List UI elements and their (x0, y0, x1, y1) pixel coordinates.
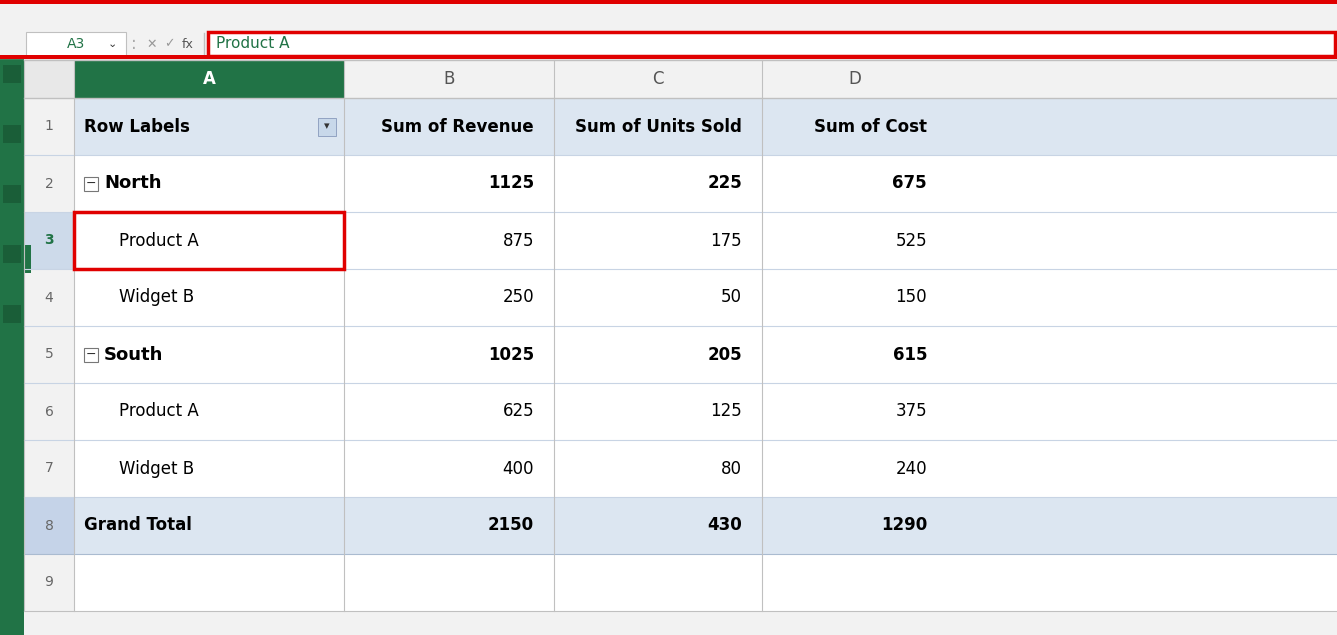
Text: 4: 4 (44, 290, 53, 305)
Text: A: A (203, 70, 215, 88)
Text: 1125: 1125 (488, 175, 533, 192)
Text: 1025: 1025 (488, 345, 533, 363)
Bar (0, 0, 1337, 30)
Text: 615: 615 (893, 345, 927, 363)
Text: :: : (131, 35, 136, 53)
Bar (74, 212, 344, 269)
Text: C: C (652, 70, 663, 88)
Text: −: − (86, 348, 96, 361)
Bar (0, 30, 1337, 58)
Bar (74, 98, 1337, 155)
Text: Product A: Product A (217, 36, 290, 51)
Text: 625: 625 (503, 403, 533, 420)
Text: Sum of Cost: Sum of Cost (814, 117, 927, 135)
Bar (74, 383, 1337, 440)
Bar (74, 60, 344, 98)
Bar (74, 212, 1337, 269)
Text: Sum of Revenue: Sum of Revenue (381, 117, 533, 135)
Bar (24, 60, 1337, 98)
Text: 80: 80 (721, 460, 742, 478)
Bar (0, 58, 24, 635)
Bar (24, 155, 74, 212)
Text: 400: 400 (503, 460, 533, 478)
Text: 675: 675 (892, 175, 927, 192)
Text: 125: 125 (710, 403, 742, 420)
Bar (209, 32, 1336, 56)
Bar (74, 440, 1337, 497)
Text: South: South (104, 345, 163, 363)
Bar (24, 440, 74, 497)
Bar (24, 554, 74, 611)
Bar (84, 177, 98, 190)
Bar (74, 497, 1337, 554)
Text: 375: 375 (896, 403, 927, 420)
Text: 175: 175 (710, 232, 742, 250)
Bar (74, 155, 1337, 212)
Bar (0, 55, 1337, 59)
Text: 430: 430 (707, 516, 742, 535)
Text: 3: 3 (44, 234, 53, 248)
Text: 205: 205 (707, 345, 742, 363)
Text: ⌄: ⌄ (107, 39, 116, 49)
Bar (24, 269, 74, 326)
Bar (3, 305, 21, 323)
Text: Product A: Product A (119, 403, 199, 420)
Text: A3: A3 (67, 37, 86, 51)
Bar (3, 125, 21, 143)
Bar (3, 245, 21, 263)
Text: fx: fx (182, 37, 194, 51)
Bar (0, 0, 1337, 4)
Text: ✕: ✕ (146, 37, 156, 51)
Bar (24, 60, 74, 98)
Bar (0, 0, 1337, 3)
Bar (24, 98, 74, 155)
Text: 150: 150 (896, 288, 927, 307)
Bar (24, 245, 31, 273)
Text: ✓: ✓ (164, 37, 175, 51)
Bar (24, 212, 74, 269)
Bar (74, 269, 1337, 326)
Bar (24, 98, 74, 635)
Bar (24, 326, 74, 383)
Text: 240: 240 (896, 460, 927, 478)
Text: North: North (104, 175, 162, 192)
Text: 525: 525 (896, 232, 927, 250)
Text: 5: 5 (44, 347, 53, 361)
Text: −: − (86, 177, 96, 190)
Text: 250: 250 (503, 288, 533, 307)
Text: Product A: Product A (119, 232, 199, 250)
Text: D: D (848, 70, 861, 88)
Bar (74, 554, 1337, 611)
Bar (25, 32, 126, 56)
Text: Grand Total: Grand Total (84, 516, 193, 535)
Text: Row Labels: Row Labels (84, 117, 190, 135)
Text: 2: 2 (44, 177, 53, 190)
Bar (3, 65, 21, 83)
Text: 1290: 1290 (881, 516, 927, 535)
Bar (318, 117, 336, 135)
Text: Widget B: Widget B (119, 460, 194, 478)
Text: B: B (444, 70, 455, 88)
Bar (24, 383, 74, 440)
Text: 225: 225 (707, 175, 742, 192)
Bar (3, 185, 21, 203)
Text: 875: 875 (503, 232, 533, 250)
Text: ▾: ▾ (324, 121, 330, 131)
Bar (84, 347, 98, 361)
Text: 6: 6 (44, 404, 53, 418)
Text: Widget B: Widget B (119, 288, 194, 307)
Text: 9: 9 (44, 575, 53, 589)
Bar (74, 326, 1337, 383)
Text: 50: 50 (721, 288, 742, 307)
Text: Sum of Units Sold: Sum of Units Sold (575, 117, 742, 135)
Text: 2150: 2150 (488, 516, 533, 535)
Text: 1: 1 (44, 119, 53, 133)
Bar (24, 497, 74, 554)
Text: 7: 7 (44, 462, 53, 476)
Text: 8: 8 (44, 519, 53, 533)
